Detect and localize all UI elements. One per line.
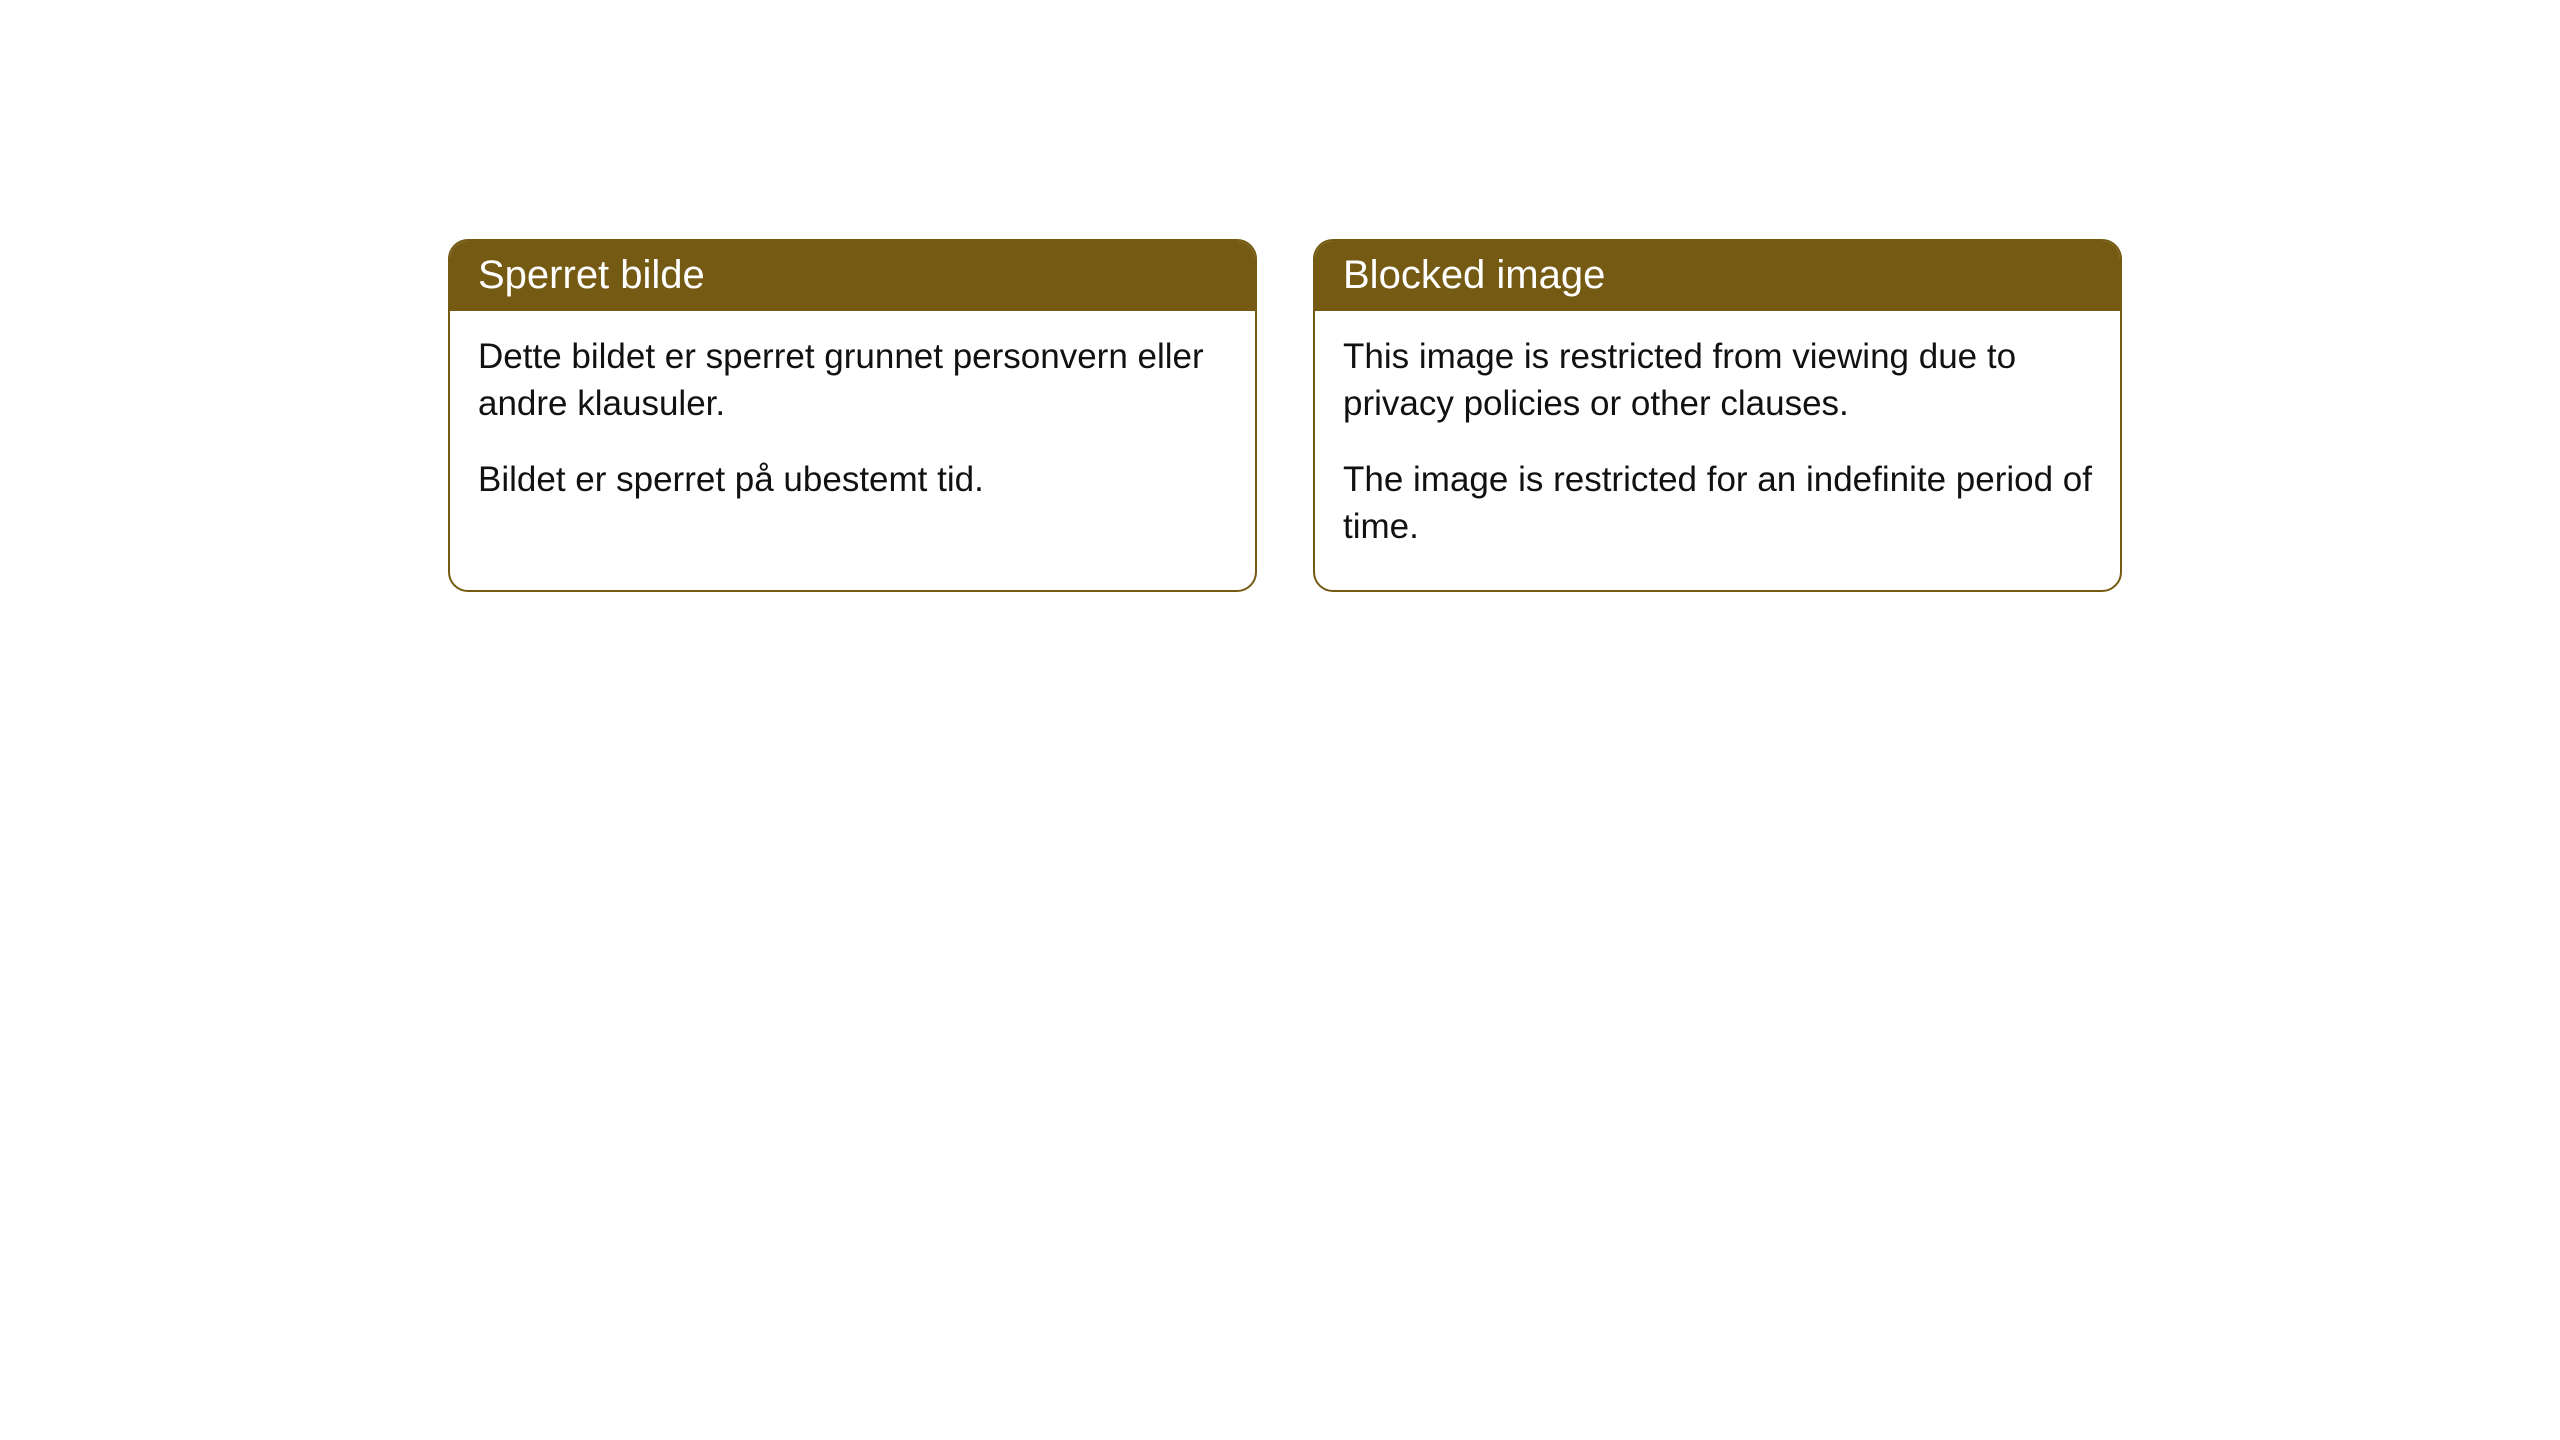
card-title-english: Blocked image	[1315, 241, 2120, 311]
card-paragraph-1-english: This image is restricted from viewing du…	[1343, 333, 2092, 428]
card-title-norwegian: Sperret bilde	[450, 241, 1255, 311]
blocked-image-card-english: Blocked image This image is restricted f…	[1313, 239, 2122, 592]
card-body-english: This image is restricted from viewing du…	[1315, 311, 2120, 590]
blocked-image-card-norwegian: Sperret bilde Dette bildet er sperret gr…	[448, 239, 1257, 592]
cards-container: Sperret bilde Dette bildet er sperret gr…	[0, 0, 2560, 592]
card-body-norwegian: Dette bildet er sperret grunnet personve…	[450, 311, 1255, 543]
card-paragraph-2-norwegian: Bildet er sperret på ubestemt tid.	[478, 456, 1227, 503]
card-paragraph-1-norwegian: Dette bildet er sperret grunnet personve…	[478, 333, 1227, 428]
card-paragraph-2-english: The image is restricted for an indefinit…	[1343, 456, 2092, 551]
